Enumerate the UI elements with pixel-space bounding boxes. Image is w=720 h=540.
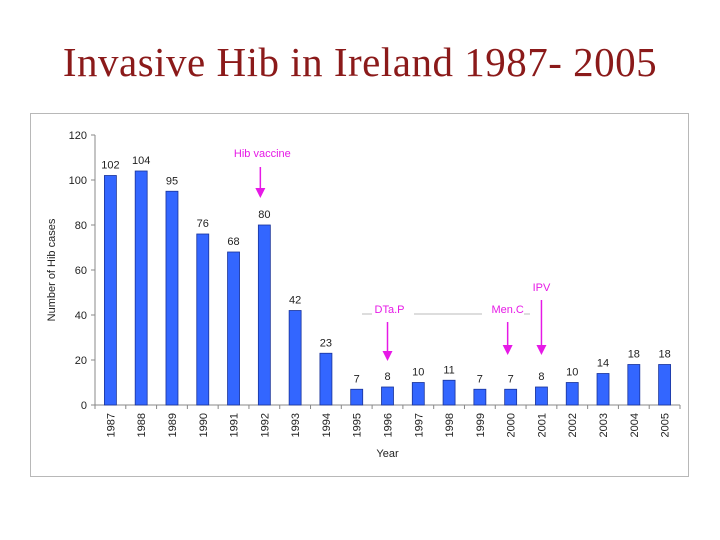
bar bbox=[165, 190, 179, 406]
bar-value-label: 42 bbox=[289, 295, 301, 307]
y-axis-label: Number of Hib cases bbox=[46, 218, 58, 321]
bar-value-label: 11 bbox=[443, 364, 454, 376]
chart-bars bbox=[103, 170, 672, 406]
y-tick-label: 80 bbox=[75, 220, 87, 232]
bar bbox=[381, 386, 394, 406]
bar-value-label: 7 bbox=[354, 373, 360, 385]
x-tick-label: 2000 bbox=[506, 413, 518, 437]
annotation-arrowhead bbox=[382, 351, 393, 361]
bar bbox=[411, 382, 425, 406]
bar bbox=[535, 386, 548, 406]
annotation-label: DTa.P bbox=[375, 304, 405, 316]
bar-value-label: 76 bbox=[197, 218, 209, 230]
x-tick-label: 2003 bbox=[598, 413, 610, 437]
x-tick-label: 1989 bbox=[167, 413, 179, 437]
bar bbox=[196, 233, 210, 406]
chart-axes: 0 20 40 60 80 100 120 1987 1988 1989 1990 1991 1992 1… bbox=[69, 130, 681, 437]
bar-value-label: 104 bbox=[132, 155, 150, 167]
x-tick-label: 2001 bbox=[536, 413, 548, 437]
x-tick-label: 2002 bbox=[567, 413, 579, 437]
bar bbox=[565, 382, 579, 406]
annotation-label: Men.C bbox=[491, 304, 523, 316]
x-tick-label: 1995 bbox=[352, 413, 364, 437]
bar bbox=[442, 379, 456, 406]
bar-value-label: 95 bbox=[166, 175, 178, 187]
x-tick-label: 1994 bbox=[321, 413, 333, 437]
bar-value-label: 10 bbox=[412, 367, 424, 379]
annotation-arrowhead bbox=[255, 188, 266, 198]
chart-data-labels: 102 104 95 76 68 80 42 23 7 8 10 11 7 7 8 10 14 18 18 bbox=[101, 155, 671, 385]
bar bbox=[473, 388, 487, 406]
x-axis-label: Year bbox=[376, 448, 399, 460]
bar bbox=[596, 373, 610, 406]
bar bbox=[227, 251, 240, 406]
bar bbox=[350, 388, 364, 406]
annotation-label: IPV bbox=[533, 282, 551, 294]
bar bbox=[288, 310, 302, 406]
x-tick-label: 1988 bbox=[136, 413, 148, 437]
x-tick-label: 1987 bbox=[105, 413, 117, 437]
annotation-arrowhead bbox=[502, 345, 513, 355]
bar-value-label: 23 bbox=[320, 337, 332, 349]
y-tick-label: 0 bbox=[81, 400, 87, 412]
bar-value-label: 8 bbox=[538, 371, 544, 383]
annotation-arrowhead bbox=[536, 345, 547, 355]
x-tick-label: 1990 bbox=[198, 413, 210, 437]
bar bbox=[319, 352, 333, 406]
bar-value-label: 14 bbox=[597, 358, 609, 370]
x-tick-label: 1998 bbox=[444, 413, 456, 437]
bar bbox=[134, 170, 148, 406]
y-tick-label: 60 bbox=[75, 265, 87, 277]
bar bbox=[627, 364, 641, 406]
x-tick-label: 1991 bbox=[229, 413, 241, 437]
bar-value-label: 8 bbox=[384, 371, 390, 383]
bar bbox=[103, 175, 117, 406]
bar-value-label: 102 bbox=[101, 160, 119, 172]
bar-value-label: 18 bbox=[658, 349, 670, 361]
x-tick-label: 2004 bbox=[629, 413, 641, 437]
bar-value-label: 10 bbox=[566, 367, 578, 379]
bar bbox=[504, 388, 518, 406]
x-tick-label: 1996 bbox=[383, 413, 395, 437]
bar-value-label: 7 bbox=[508, 373, 514, 385]
bar-value-label: 7 bbox=[477, 373, 483, 385]
bar-value-label: 18 bbox=[628, 349, 640, 361]
x-tick-label: 1992 bbox=[259, 413, 271, 437]
bar-value-label: 68 bbox=[227, 236, 239, 248]
x-tick-label: 1997 bbox=[413, 413, 425, 437]
y-tick-label: 120 bbox=[69, 130, 87, 142]
page-title: Invasive Hib in Ireland 1987- 2005 bbox=[62, 39, 658, 85]
y-tick-label: 40 bbox=[75, 310, 87, 322]
bar-value-label: 80 bbox=[258, 209, 270, 221]
chart-annotations: Hib vaccine DTa.P Men.C IPV bbox=[234, 148, 551, 361]
bar bbox=[257, 224, 271, 406]
y-tick-label: 20 bbox=[75, 355, 87, 367]
x-tick-label: 1993 bbox=[290, 413, 302, 437]
annotation-label: Hib vaccine bbox=[234, 148, 291, 160]
bar bbox=[658, 364, 672, 406]
y-tick-label: 100 bbox=[69, 175, 87, 187]
x-tick-label: 2005 bbox=[660, 413, 672, 437]
x-tick-label: 1999 bbox=[475, 413, 487, 437]
